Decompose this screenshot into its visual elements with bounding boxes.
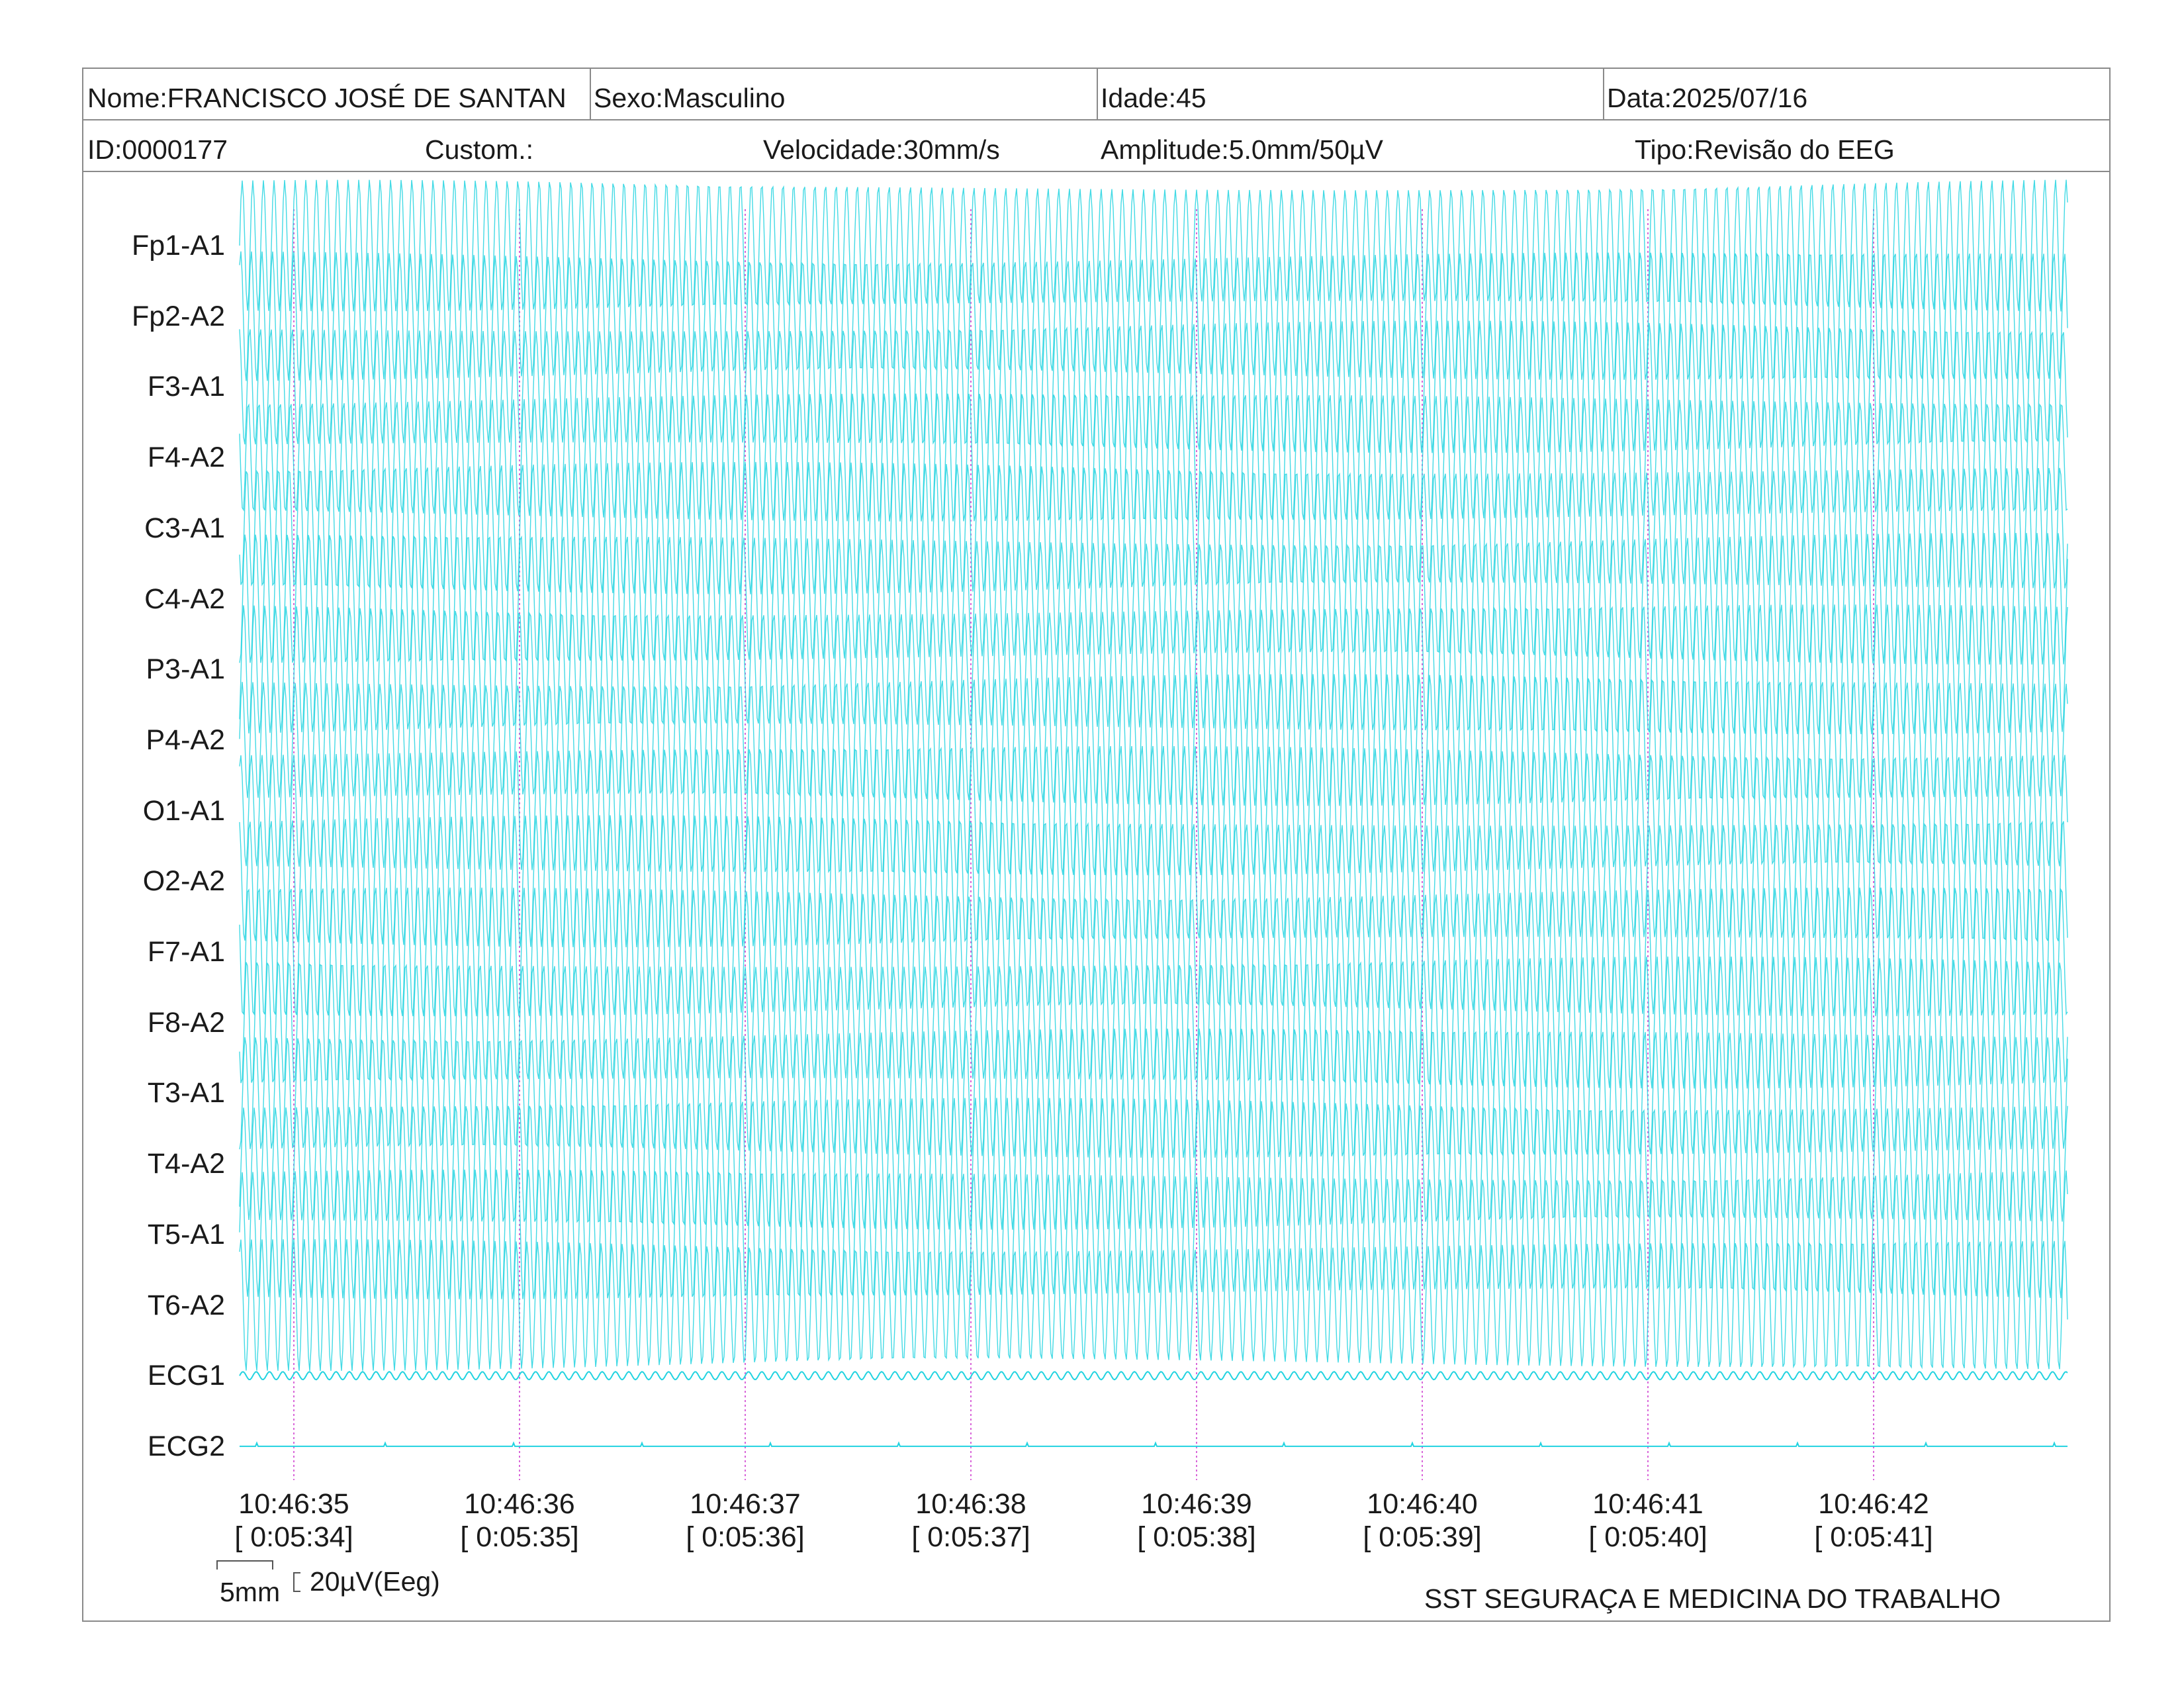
header-divider <box>82 119 2111 120</box>
trace-t6-a2 <box>239 1239 2068 1371</box>
trace-p3-a1 <box>239 604 2068 735</box>
patient-id: ID:0000177 <box>87 134 228 165</box>
channel-label: P4-A2 <box>146 724 225 756</box>
channel-label: O2-A2 <box>142 865 225 898</box>
trace-p4-a2 <box>239 674 2068 806</box>
company-name: SST SEGURAÇA E MEDICINA DO TRABALHO <box>1424 1583 2001 1614</box>
trace-o2-a2 <box>239 815 2068 948</box>
tick-time-label: 10:46:35 <box>238 1488 349 1520</box>
trace-c3-a1 <box>239 461 2068 594</box>
report-frame <box>82 68 2111 1622</box>
channel-label: T3-A1 <box>147 1077 225 1109</box>
channel-label: F4-A2 <box>147 442 225 474</box>
channel-label: T5-A1 <box>147 1218 225 1250</box>
trace-f3-a1 <box>239 320 2068 453</box>
trace-ecg2 <box>240 1441 2068 1447</box>
record-date: Data:2025/07/16 <box>1607 83 1808 113</box>
tick-elapsed-label: [ 0:05:35] <box>460 1521 579 1553</box>
channel-label: F8-A2 <box>147 1006 225 1039</box>
channel-label: ECG1 <box>147 1360 225 1392</box>
patient-sex: Sexo:Masculino <box>594 83 786 113</box>
patient-name: Nome:FRANCISCO JOSÉ DE SANTAN <box>87 83 567 113</box>
tick-elapsed-label: [ 0:05:36] <box>686 1521 805 1553</box>
trace-fp2-a2 <box>239 251 2068 381</box>
channel-label: F3-A1 <box>147 371 225 403</box>
trace-t5-a1 <box>239 1169 2068 1299</box>
channel-label: ECG2 <box>147 1430 225 1462</box>
amplitude-scale-label: 20µV(Eeg) <box>310 1566 440 1597</box>
trace-f7-a1 <box>239 887 2068 1017</box>
amplitude-setting: Amplitude:5.0mm/50µV <box>1101 134 1383 165</box>
channel-label: C4-A2 <box>144 583 225 615</box>
tick-elapsed-label: [ 0:05:38] <box>1137 1521 1256 1553</box>
channel-label: C3-A1 <box>144 512 225 544</box>
tick-elapsed-label: [ 0:05:40] <box>1588 1521 1707 1553</box>
trace-c4-a2 <box>239 533 2068 665</box>
header-divider <box>82 171 2111 172</box>
trace-fp1-a1 <box>239 179 2068 312</box>
patient-age: Idade:45 <box>1101 83 1206 113</box>
tick-elapsed-label: [ 0:05:41] <box>1814 1521 1933 1553</box>
tick-time-label: 10:46:39 <box>1141 1488 1252 1520</box>
trace-t3-a1 <box>239 1028 2068 1158</box>
channel-label: Fp1-A1 <box>131 230 225 261</box>
tick-time-label: 10:46:40 <box>1367 1488 1478 1520</box>
trace-t4-a2 <box>239 1098 2068 1230</box>
channel-label: F7-A1 <box>147 936 225 968</box>
speed-setting: Velocidade:30mm/s <box>763 134 1000 165</box>
tick-elapsed-label: [ 0:05:37] <box>911 1521 1030 1553</box>
trace-f8-a2 <box>239 956 2068 1089</box>
custom-field: Custom.: <box>425 134 534 165</box>
tick-time-label: 10:46:37 <box>690 1488 801 1520</box>
tick-time-label: 10:46:42 <box>1818 1488 1929 1520</box>
channel-label: Fp2-A2 <box>131 300 225 332</box>
header-cell-divider <box>1097 68 1098 120</box>
channel-label: T6-A2 <box>147 1289 225 1321</box>
trace-o1-a1 <box>239 745 2068 876</box>
tick-elapsed-label: [ 0:05:34] <box>234 1521 353 1553</box>
channel-label: P3-A1 <box>146 653 225 686</box>
channel-label: T4-A2 <box>147 1148 225 1180</box>
trace-f4-a2 <box>239 393 2068 522</box>
header-cell-divider <box>590 68 591 120</box>
tick-elapsed-label: [ 0:05:39] <box>1363 1521 1482 1553</box>
tick-time-label: 10:46:38 <box>915 1488 1026 1520</box>
tick-time-label: 10:46:36 <box>464 1488 575 1520</box>
scale-bar-icon <box>216 1560 300 1592</box>
record-type: Tipo:Revisão do EEG <box>1635 134 1895 165</box>
tick-time-label: 10:46:41 <box>1592 1488 1704 1520</box>
channel-label: O1-A1 <box>142 794 225 827</box>
header-cell-divider <box>1603 68 1604 120</box>
trace-ecg1 <box>239 1371 2068 1381</box>
time-scale-label: 5mm <box>220 1577 281 1607</box>
